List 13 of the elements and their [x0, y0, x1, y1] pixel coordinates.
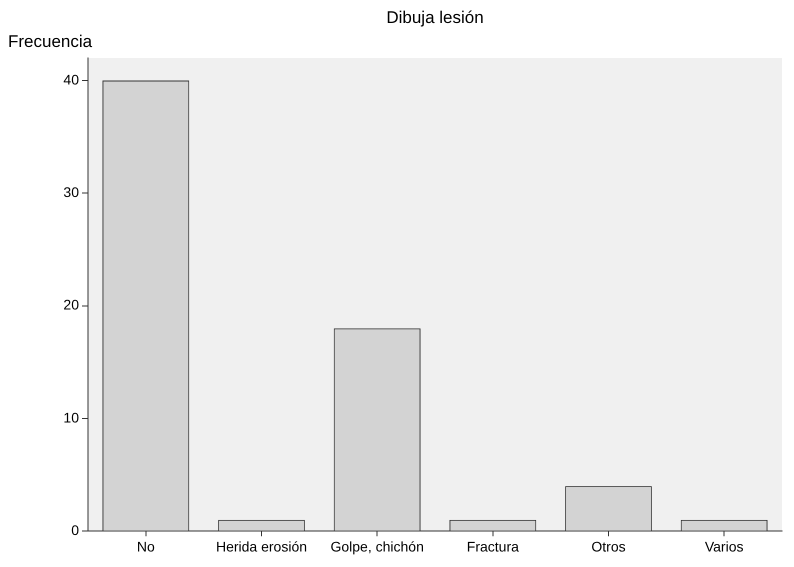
chart-title: Dibuja lesión: [386, 8, 484, 28]
y-tick-label: 10: [63, 409, 80, 426]
x-tick-label: Varios: [704, 538, 744, 554]
x-tick-label: Golpe, chichón: [330, 538, 424, 554]
y-tick-label: 40: [63, 71, 80, 88]
y-tick-label: 30: [63, 184, 80, 200]
x-tick-label: Otros: [591, 538, 626, 554]
x-tick-label: Herida erosión: [216, 538, 308, 554]
y-tick-label: 20: [63, 296, 80, 313]
y-axis-title: Frecuencia: [8, 32, 93, 52]
x-tick-label: No: [136, 538, 155, 554]
x-tick-label: Fractura: [466, 538, 520, 554]
y-tick-label: 0: [71, 522, 80, 538]
